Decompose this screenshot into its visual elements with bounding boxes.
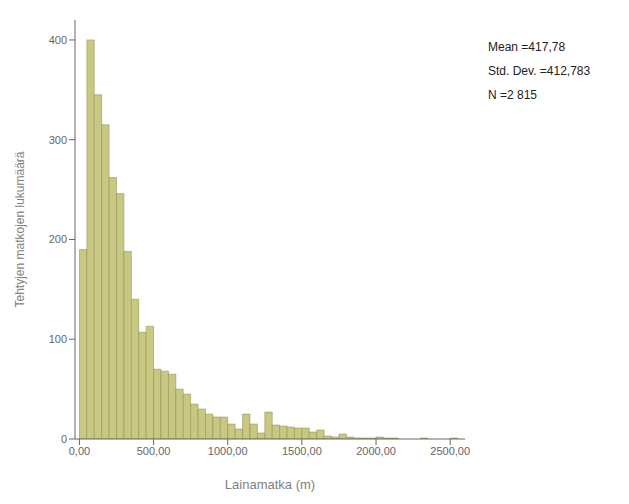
html-text:Mean =417,78: Mean =417,78 (488, 40, 566, 54)
svg-text:1000,00: 1000,00 (208, 445, 248, 457)
svg-text:Tehtyjen matkojen lukumäärä: Tehtyjen matkojen lukumäärä (13, 151, 27, 307)
svg-text:200: 200 (49, 233, 67, 245)
svg-text:300: 300 (49, 134, 67, 146)
svg-text:400: 400 (49, 34, 67, 46)
html-text:N =2 815: N =2 815 (488, 88, 537, 102)
svg-text:0: 0 (61, 433, 67, 445)
svg-text:100: 100 (49, 333, 67, 345)
svg-text:0,00: 0,00 (69, 445, 90, 457)
svg-text:2000,00: 2000,00 (356, 445, 396, 457)
html-text:Std. Dev. =412,783: Std. Dev. =412,783 (488, 64, 591, 78)
svg-text:1500,00: 1500,00 (282, 445, 322, 457)
svg-text:2500,00: 2500,00 (430, 445, 470, 457)
svg-text:500,00: 500,00 (137, 445, 171, 457)
svg-text:Lainamatka (m): Lainamatka (m) (225, 477, 315, 492)
